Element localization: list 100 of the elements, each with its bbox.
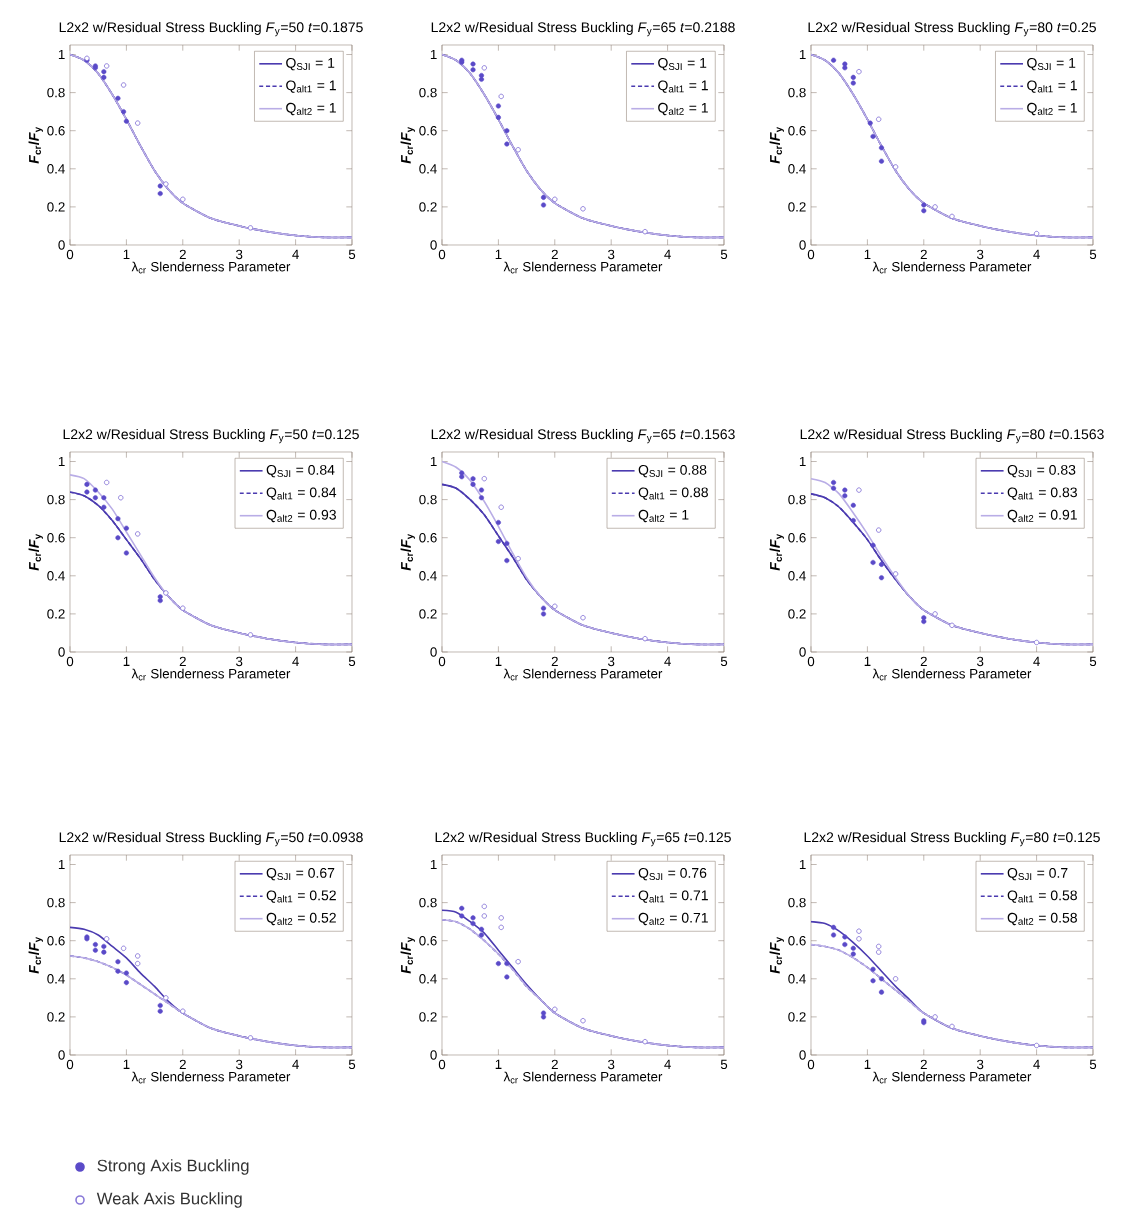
x-tick-label: 1 <box>123 249 130 259</box>
x-tick-label: 2 <box>920 656 927 667</box>
y-tick-label: 1 <box>58 456 65 467</box>
x-tick-label: 0 <box>438 249 446 260</box>
legend-label: Q$_{alt2}$ = 0.52 <box>266 912 336 926</box>
x-axis-title: λ$_{cr}$ Slenderness Parameter <box>503 1071 663 1084</box>
x-axis-title: λ$_{cr}$ Slenderness Parameter <box>503 261 663 274</box>
legend-label: Q$_{alt2}$ = 1 <box>638 509 689 523</box>
x-axis-title: λ$_{cr}$ Slenderness Parameter <box>131 261 291 274</box>
legend-label: Q$_{SJI}$ = 0.88 <box>638 464 707 478</box>
y-axis-title: F$_{cr}$/F$_{y}$ <box>400 936 415 974</box>
y-tick-label: 0.6 <box>419 532 437 543</box>
chart-title: L2x2 w/Residual Stress Buckling F$_{y}$=50 t=0.0938 <box>59 831 363 847</box>
y-tick-label: 0 <box>58 240 65 250</box>
x-tick-label: 2 <box>551 1059 558 1070</box>
x-tick-label: 4 <box>664 249 671 259</box>
y-tick-label: 1 <box>799 49 806 60</box>
y-tick-label: 0.2 <box>788 609 806 619</box>
y-tick-label: 0.4 <box>47 571 65 581</box>
legend-label: Q$_{alt2}$ = 0.71 <box>638 912 708 926</box>
x-tick-label: 4 <box>1033 249 1040 259</box>
y-tick-label: 0 <box>430 647 437 657</box>
x-tick-label: 5 <box>720 249 728 259</box>
legend-label: Q$_{SJI}$ = 0.84 <box>266 464 335 478</box>
y-tick-label: 0.4 <box>419 571 437 581</box>
x-axis-title: λ$_{cr}$ Slenderness Parameter <box>131 1071 291 1084</box>
x-tick-label: 5 <box>720 1059 728 1069</box>
y-axis-title: F$_{cr}$/F$_{y}$ <box>769 126 784 164</box>
y-axis-title: F$_{cr}$/F$_{y}$ <box>400 533 415 571</box>
x-axis-title: λ$_{cr}$ Slenderness Parameter <box>872 668 1032 681</box>
y-tick-label: 0 <box>430 1050 437 1060</box>
legend-label: Q$_{SJI}$ = 0.7 <box>1007 867 1068 881</box>
y-tick-label: 0.8 <box>47 897 65 908</box>
y-axis-title: F$_{cr}$/F$_{y}$ <box>28 936 43 974</box>
y-tick-label: 0.2 <box>419 609 437 619</box>
x-tick-label: 0 <box>438 656 446 667</box>
y-tick-label: 0.2 <box>47 609 65 619</box>
y-tick-label: 0.4 <box>788 164 806 174</box>
x-tick-label: 4 <box>292 1059 299 1069</box>
x-tick-label: 3 <box>607 1059 615 1070</box>
y-tick-label: 0.6 <box>47 532 65 543</box>
legend-label: Q$_{alt1}$ = 1 <box>658 80 708 93</box>
y-tick-label: 0.2 <box>419 202 437 212</box>
legend-label: Q$_{alt1}$ = 0.52 <box>266 890 336 903</box>
x-tick-label: 2 <box>920 1059 927 1070</box>
x-tick-label: 5 <box>348 656 356 666</box>
x-tick-label: 4 <box>1033 656 1040 666</box>
y-axis-title: F$_{cr}$/F$_{y}$ <box>769 936 784 974</box>
legend-label: Q$_{alt1}$ = 0.84 <box>266 487 337 500</box>
y-tick-label: 1 <box>58 859 65 870</box>
text: Strong Axis Buckling <box>97 1159 249 1175</box>
y-tick-label: 0 <box>799 647 806 657</box>
x-axis-title: λ$_{cr}$ Slenderness Parameter <box>503 668 663 681</box>
x-tick-label: 1 <box>495 656 502 666</box>
x-tick-label: 5 <box>1089 249 1097 259</box>
x-tick-label: 3 <box>976 656 984 667</box>
x-tick-label: 3 <box>607 249 615 260</box>
text: Weak Axis Buckling <box>96 1192 242 1208</box>
y-tick-label: 0.6 <box>788 935 806 946</box>
x-tick-label: 5 <box>348 249 356 259</box>
y-tick-label: 1 <box>799 456 806 467</box>
y-tick-label: 0.4 <box>47 164 65 174</box>
legend-label: Q$_{alt2}$ = 1 <box>286 102 336 116</box>
y-tick-label: 0.6 <box>47 935 65 946</box>
x-tick-label: 2 <box>551 656 558 667</box>
chart-title: L2x2 w/Residual Stress Buckling F$_{y}$=65 t=0.1563 <box>431 428 735 444</box>
x-tick-label: 2 <box>551 249 558 260</box>
y-tick-label: 0.8 <box>419 87 437 98</box>
x-tick-label: 4 <box>1033 1059 1040 1069</box>
y-tick-label: 0.2 <box>47 202 65 212</box>
y-tick-label: 0.2 <box>47 1012 65 1022</box>
y-tick-label: 0.6 <box>47 125 65 136</box>
y-tick-label: 0.6 <box>419 935 437 946</box>
x-tick-label: 0 <box>807 249 815 260</box>
chart-title: L2x2 w/Residual Stress Buckling F$_{y}$=50 t=0.1875 <box>59 21 363 37</box>
y-tick-label: 0.8 <box>419 897 437 908</box>
y-tick-label: 1 <box>58 49 65 60</box>
y-tick-label: 1 <box>430 49 437 60</box>
legend-label: Q$_{alt1}$ = 0.71 <box>638 890 708 903</box>
y-tick-label: 0 <box>430 240 437 250</box>
y-tick-label: 0.8 <box>419 494 437 505</box>
legend-label: Q$_{SJI}$ = 1 <box>1027 57 1076 71</box>
legend-label: Q$_{SJI}$ = 1 <box>658 57 707 71</box>
x-tick-label: 5 <box>720 656 728 666</box>
y-tick-label: 0 <box>58 647 65 657</box>
x-tick-label: 3 <box>607 656 615 667</box>
x-tick-label: 1 <box>123 1059 130 1069</box>
y-axis-title: F$_{cr}$/F$_{y}$ <box>28 533 43 571</box>
x-tick-label: 2 <box>179 1059 186 1070</box>
y-tick-label: 0.8 <box>47 494 65 505</box>
chart-title: L2x2 w/Residual Stress Buckling F$_{y}$=50 t=0.125 <box>63 428 359 444</box>
y-tick-label: 0.4 <box>788 571 806 581</box>
x-tick-label: 0 <box>438 1059 446 1070</box>
x-tick-label: 3 <box>235 656 243 667</box>
x-tick-label: 2 <box>179 656 186 667</box>
chart-title: L2x2 w/Residual Stress Buckling F$_{y}$=65 t=0.2188 <box>431 21 735 37</box>
x-tick-label: 3 <box>235 249 243 260</box>
x-tick-label: 3 <box>976 1059 984 1070</box>
y-axis-title: F$_{cr}$/F$_{y}$ <box>400 126 415 164</box>
y-tick-label: 0.6 <box>419 125 437 136</box>
